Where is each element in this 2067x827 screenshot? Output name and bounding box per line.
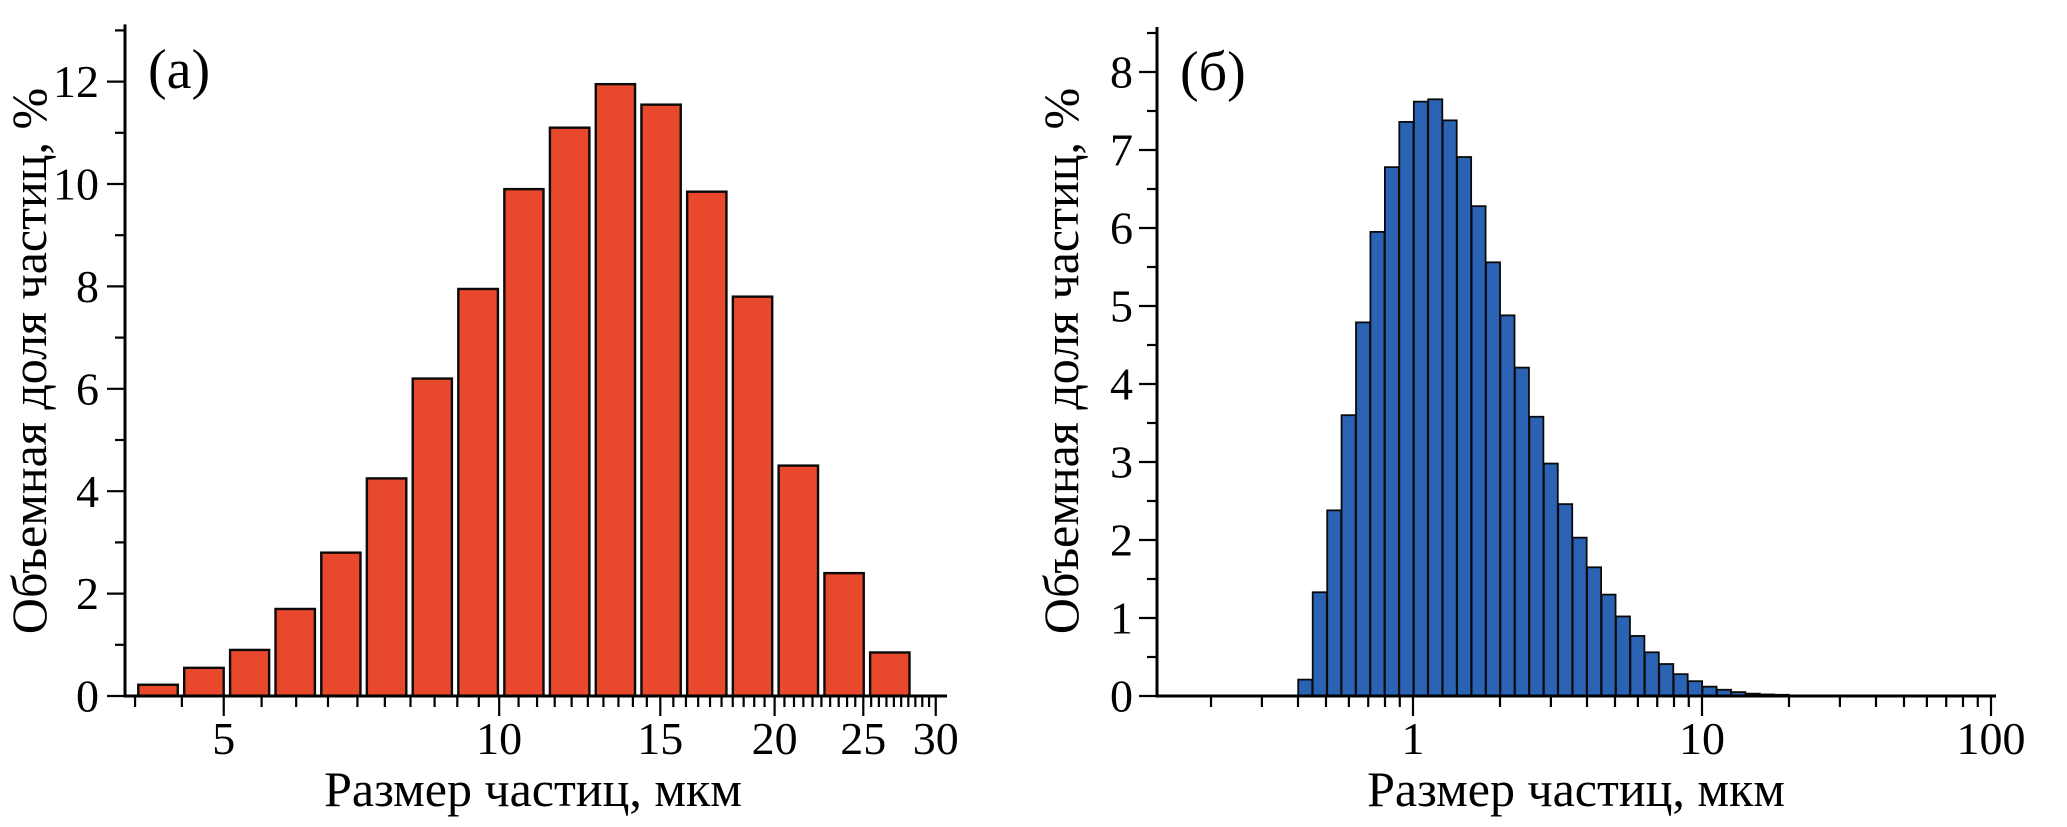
histogram-bar <box>1470 205 1487 697</box>
histogram-bar <box>320 551 362 698</box>
y-tick-label: 5 <box>1110 281 1133 332</box>
histogram-bar <box>1499 314 1516 697</box>
histogram-bar <box>1485 261 1501 697</box>
histogram-bar <box>1326 509 1343 697</box>
x-axis-title-b: Размер частиц, мкм <box>1367 761 1785 817</box>
histogram-bar <box>548 126 591 698</box>
histogram-bar <box>868 651 911 698</box>
histogram-bar <box>182 666 225 698</box>
y-tick-label: 8 <box>76 261 99 312</box>
histogram-bar <box>1412 100 1429 697</box>
x-tick-label: 5 <box>212 713 235 764</box>
histogram-bar <box>823 571 865 698</box>
histogram-bar <box>1586 566 1602 697</box>
y-tick-label: 1 <box>1110 593 1133 644</box>
y-tick-label: 4 <box>76 466 99 517</box>
histogram-bar <box>457 287 500 698</box>
histogram-bar <box>1383 166 1400 697</box>
y-tick-label: 6 <box>1110 203 1133 254</box>
x-tick-label: 100 <box>1957 713 2026 764</box>
histogram-bar <box>1672 673 1689 697</box>
histogram-bar <box>1687 680 1704 697</box>
panel-label-b: (б) <box>1180 41 1246 103</box>
x-axis-title-a: Размер частиц, мкм <box>324 761 742 817</box>
histogram-bar <box>1340 414 1357 697</box>
histogram-bar <box>1571 536 1588 697</box>
y-tick-label: 4 <box>1110 359 1133 410</box>
histogram-bar <box>1600 593 1617 697</box>
y-tick-label: 6 <box>76 363 99 414</box>
x-tick-label: 30 <box>913 713 959 764</box>
chart-panel-a: 5 10 15 20 25 30 0 2 4 6 8 10 12 (a) Размер частиц, … <box>1 24 959 817</box>
bars-group-a <box>137 82 911 698</box>
y-tick-label: 0 <box>76 671 99 722</box>
histogram-bar <box>365 477 408 698</box>
y-tick-label: 0 <box>1110 671 1133 722</box>
histogram-bar <box>1542 462 1559 697</box>
histogram-bar <box>137 683 179 698</box>
histogram-bar <box>228 648 271 698</box>
panel-label-a: (a) <box>148 39 210 101</box>
histogram-bar <box>731 295 774 698</box>
histogram-bar <box>411 377 454 698</box>
histogram-bar <box>1514 366 1530 697</box>
x-tick-label: 20 <box>752 713 798 764</box>
x-tick-label: 15 <box>637 713 683 764</box>
histogram-bar <box>685 190 728 698</box>
histogram-bar <box>1311 591 1328 697</box>
y-axis-title-b: Объемная доля частиц, % <box>1033 88 1089 634</box>
histogram-bar <box>1441 119 1458 697</box>
y-tick-label: 2 <box>1110 515 1133 566</box>
x-tick-label: 1 <box>1402 713 1425 764</box>
histogram-bar <box>594 82 637 698</box>
histogram-bar <box>640 103 682 698</box>
x-tick-label: 25 <box>840 713 886 764</box>
y-tick-label: 8 <box>1110 47 1133 98</box>
histogram-bar <box>274 607 317 698</box>
histogram-bar <box>1456 156 1473 697</box>
y-tick-label: 2 <box>76 568 99 619</box>
histogram-bar <box>1629 635 1646 697</box>
histogram-bar <box>1398 121 1415 697</box>
y-axis-title-a: Объемная доля частиц, % <box>1 88 57 634</box>
histogram-bar <box>503 187 545 698</box>
y-tick-label: 3 <box>1110 437 1133 488</box>
bars-group-b <box>1297 98 1790 697</box>
histogram-bar <box>1297 678 1314 697</box>
chart-panel-b: 1 10 100 0 1 2 3 4 5 6 7 8 (б) Размер частиц, мкм О… <box>1033 27 2026 817</box>
histogram-bar <box>777 464 820 698</box>
y-tick-label: 12 <box>53 56 99 107</box>
axes-group-a: 5 10 15 20 25 30 0 2 4 6 8 10 12 <box>53 24 959 764</box>
histogram-bar <box>1355 321 1371 697</box>
histogram-bar <box>1369 230 1386 697</box>
x-tick-label: 10 <box>476 713 522 764</box>
x-tick-label: 10 <box>1679 713 1725 764</box>
histogram-bar <box>1427 98 1444 697</box>
histogram-bar <box>1528 415 1545 697</box>
histogram-bar <box>1658 663 1675 697</box>
y-tick-label: 7 <box>1110 125 1133 176</box>
axes-group-b: 1 10 100 0 1 2 3 4 5 6 7 8 <box>1110 27 2026 764</box>
y-tick-label: 10 <box>53 159 99 210</box>
histogram-bar <box>1643 651 1660 697</box>
histogram-bar <box>1615 615 1631 697</box>
histogram-bar <box>1557 503 1574 697</box>
